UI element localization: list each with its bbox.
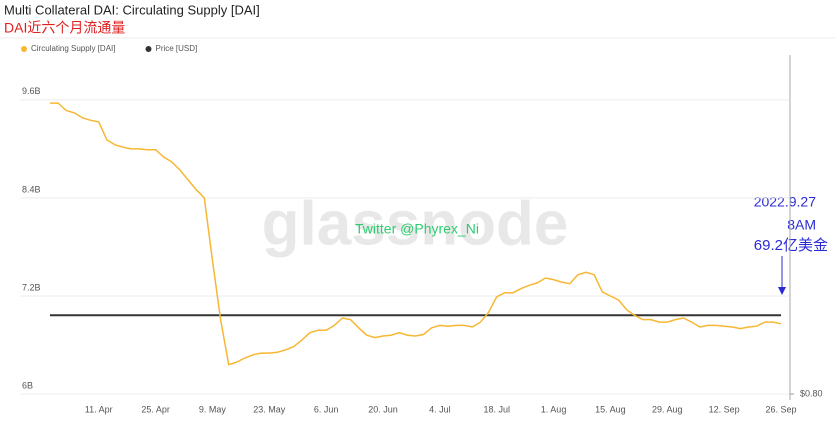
x-tick-label: 12. Sep — [709, 404, 740, 414]
x-tick-label: 4. Jul — [429, 404, 451, 414]
x-tick-label: 18. Jul — [483, 404, 510, 414]
x-tick-label: 26. Sep — [765, 404, 796, 414]
legend-marker — [145, 46, 152, 52]
line-series — [50, 102, 782, 366]
y-tick-label: 8.4B — [22, 184, 41, 194]
chart-title: Multi Collateral DAI: Circulating Supply… — [4, 2, 260, 17]
annotation: 8AM — [787, 217, 816, 233]
x-tick-label: 1. Aug — [541, 404, 567, 414]
arrow-head — [778, 287, 786, 295]
x-tick-label: 6. Jun — [314, 404, 339, 414]
y-tick-label: 7.2B — [22, 282, 41, 292]
watermark: glassnode — [262, 189, 569, 258]
x-tick-label: 9. May — [199, 404, 227, 414]
legend-marker — [21, 46, 27, 52]
annotation: Twitter @Phyrex_Ni — [355, 221, 479, 237]
legend-label: Circulating Supply [DAI] — [31, 44, 115, 53]
y-tick-label: 6B — [22, 380, 33, 390]
annotation: 2022.9.27 — [754, 194, 816, 210]
y-tick-label: 9.6B — [22, 86, 41, 96]
chart-subtitle: DAI近六个月流通量 — [4, 20, 125, 36]
x-tick-label: 20. Jun — [368, 404, 398, 414]
y2-tick-label: $0.80 — [800, 388, 823, 398]
legend-label: Price [USD] — [155, 44, 197, 53]
x-tick-label: 25. Apr — [141, 404, 170, 414]
x-tick-label: 29. Aug — [652, 404, 683, 414]
annotation: 69.2亿美金 — [754, 237, 828, 254]
x-tick-label: 15. Aug — [595, 404, 626, 414]
x-tick-label: 23. May — [253, 404, 286, 414]
x-tick-label: 11. Apr — [85, 404, 113, 414]
